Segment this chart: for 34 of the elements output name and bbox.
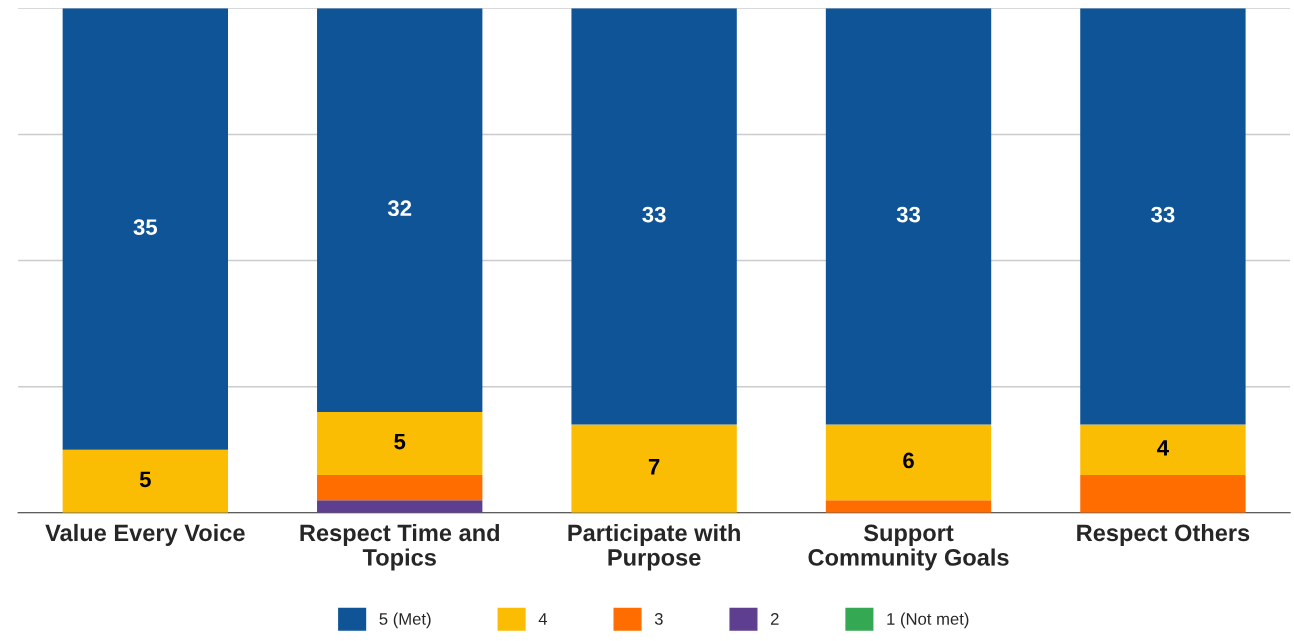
data-label: 6 <box>903 452 914 469</box>
bar <box>62 449 228 513</box>
bar <box>825 500 992 513</box>
bar <box>317 474 483 501</box>
bar <box>571 424 737 513</box>
data-label: 4 <box>1157 440 1169 456</box>
bar <box>571 8 737 425</box>
bar <box>1080 474 1246 513</box>
bar <box>825 8 992 425</box>
data-label: 5 <box>139 471 151 488</box>
bar <box>1080 8 1246 425</box>
x-tick-label: Value Every Voice <box>45 523 245 546</box>
legend-label: 1 (Not met) <box>887 612 969 629</box>
legend-label: 3 <box>654 613 663 625</box>
legend-label: 2 <box>770 613 779 625</box>
data-label: 33 <box>1151 206 1175 223</box>
bar <box>317 411 483 475</box>
bar <box>825 424 992 501</box>
bar <box>1080 424 1246 475</box>
data-label: 5 <box>394 433 406 450</box>
bar <box>317 8 483 412</box>
bar <box>62 8 228 450</box>
x-tick-label: Respect Time and Topics <box>300 523 499 571</box>
legend-label: 5 (Met) <box>379 612 431 629</box>
x-tick-label: Participate with Purpose <box>568 523 740 571</box>
legend-label: 4 <box>538 613 548 625</box>
data-label: 35 <box>133 219 158 236</box>
data-label: 33 <box>896 206 921 223</box>
data-label: 32 <box>387 200 412 217</box>
x-tick-label: Support Community Goals <box>808 524 1009 571</box>
data-label: 7 <box>648 459 660 475</box>
data-label: 33 <box>642 206 666 223</box>
x-tick-label: Respect Others <box>1077 523 1250 546</box>
bar <box>317 500 483 513</box>
